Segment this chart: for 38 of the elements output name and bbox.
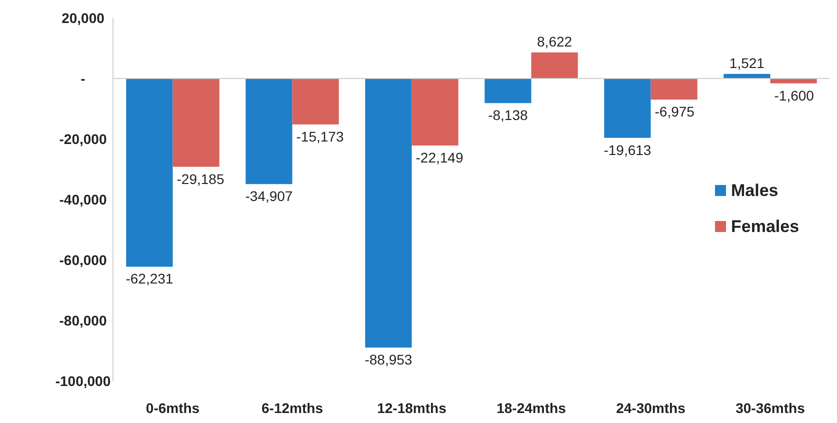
data-label: -1,600: [774, 87, 814, 104]
bar: [246, 78, 292, 184]
bar: [484, 78, 532, 104]
bar: [531, 52, 578, 78]
bar: [604, 78, 651, 138]
y-tick-label: -100,000: [55, 373, 111, 389]
data-label: -8,138: [488, 107, 528, 124]
data-label: -62,231: [126, 270, 174, 287]
data-label: -88,953: [364, 352, 412, 368]
data-label: -19,613: [604, 142, 652, 158]
bar: [650, 78, 698, 100]
data-label: -34,907: [245, 188, 293, 204]
data-label: -6,975: [654, 104, 695, 120]
bar: [126, 78, 173, 267]
y-tick-label: -40,000: [59, 192, 107, 208]
legend-label: Females: [731, 217, 800, 236]
data-label: -29,185: [176, 170, 224, 187]
bar: [172, 78, 220, 167]
data-label: 8,622: [537, 33, 572, 50]
bar: [365, 78, 412, 348]
data-label: -22,149: [416, 150, 464, 166]
bar: [292, 78, 339, 124]
x-tick-label: 30-36mths: [736, 400, 806, 416]
x-tick-label: 6-12mths: [262, 400, 324, 416]
data-label: -15,173: [296, 128, 344, 144]
y-tick-label: -20,000: [59, 131, 107, 147]
bar: [412, 78, 458, 146]
x-tick-label: 0-6mths: [146, 400, 200, 416]
legend-label: Males: [731, 181, 778, 200]
x-tick-label: 24-30mths: [616, 400, 686, 416]
data-label: 1,521: [729, 54, 765, 71]
x-tick-label: 12-18mths: [377, 400, 447, 416]
y-tick-label: -: [80, 70, 86, 86]
y-tick-label: -80,000: [59, 312, 107, 328]
y-tick-label: 20,000: [62, 10, 105, 26]
bar: [770, 78, 817, 84]
y-tick-label: -60,000: [59, 252, 107, 268]
x-tick-label: 18-24mths: [496, 400, 566, 416]
